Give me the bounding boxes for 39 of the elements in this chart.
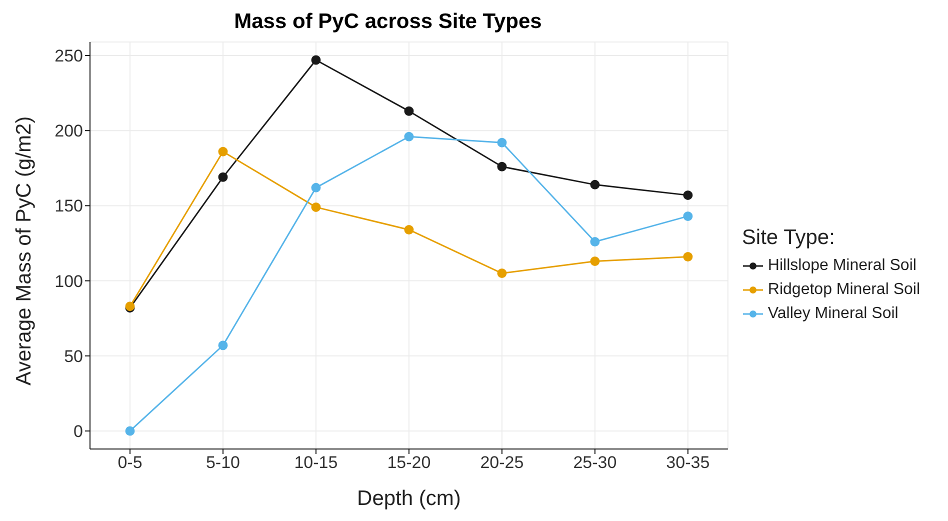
- chart-title: Mass of PyC across Site Types: [233, 10, 543, 34]
- point: [590, 180, 600, 190]
- point: [590, 256, 600, 266]
- point: [125, 426, 135, 436]
- point: [497, 138, 507, 148]
- point: [497, 268, 507, 278]
- x-tick-label: 25-30: [573, 453, 617, 472]
- y-tick-label: 250: [54, 46, 83, 66]
- legend-label: Hillslope Mineral Soil: [766, 256, 918, 276]
- point: [404, 106, 414, 116]
- y-axis-title: Average Mass of PyC (g/m2): [12, 116, 36, 386]
- point: [311, 182, 321, 192]
- point: [218, 340, 228, 350]
- y-tick-label: 0: [74, 422, 83, 442]
- y-tick-label: 200: [54, 122, 83, 141]
- point: [683, 211, 693, 221]
- x-axis-title: Depth (cm): [357, 487, 461, 510]
- point: [311, 202, 321, 212]
- x-tick-label: 10-15: [294, 453, 338, 472]
- x-tick-label: 15-20: [387, 453, 431, 472]
- point: [311, 55, 321, 65]
- y-tick-label: 50: [64, 346, 83, 366]
- point: [683, 190, 693, 200]
- point: [683, 252, 693, 262]
- x-tick-label: 0-5: [118, 453, 142, 472]
- x-tick-label: 20-25: [480, 453, 524, 472]
- x-tick-label: 5-10: [206, 453, 240, 472]
- point: [404, 224, 414, 234]
- point: [590, 236, 600, 246]
- point: [218, 146, 228, 156]
- point: [404, 132, 414, 142]
- legend-title: Site Type:: [742, 226, 836, 250]
- y-tick-label: 100: [54, 272, 83, 291]
- legend-label: Valley Mineral Soil: [766, 304, 900, 324]
- x-tick-label: 30-35: [666, 453, 710, 472]
- legend-label: Ridgetop Mineral Soil: [766, 280, 920, 300]
- point: [497, 162, 507, 172]
- y-tick-label: 150: [54, 196, 83, 216]
- point: [218, 172, 228, 182]
